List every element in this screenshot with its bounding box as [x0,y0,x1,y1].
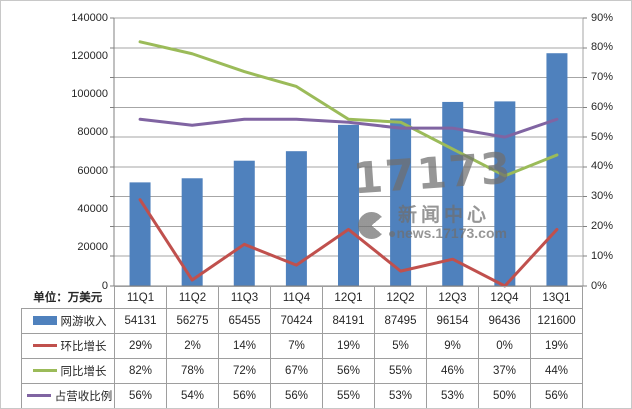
legend-label-text: 环比增长 [60,341,107,353]
value-cell-占营收比例-11Q2: 54% [166,383,219,408]
value-cell-环比增长-12Q2: 5% [374,333,427,359]
table-row: 环比增长 29% 2% 14% 7% 19% 5% 9% 0% 19% [21,333,583,359]
value-cell-环比增长-12Q1: 19% [322,333,375,359]
y-right-tick-label: 70% [591,71,614,84]
value-cell-网游收入-11Q1: 54131 [114,308,167,334]
value-cell-环比增长-11Q3: 14% [218,333,271,359]
value-cell-环比增长-13Q1: 19% [530,333,583,359]
line-环比增长 [138,198,559,288]
bar-legend-swatch [32,316,57,326]
line-legend-swatch [32,369,57,373]
y-left-tick-label: 80000 [77,126,108,139]
value-cell-占营收比例-11Q1: 56% [114,383,167,408]
y-right-tick-label: 90% [591,11,614,24]
legend-label-网游收入: 网游收入 [21,308,115,334]
line-同比增长 [138,40,559,178]
y-right-tick-label: 80% [591,41,614,54]
value-cell-占营收比例-13Q1: 56% [530,383,583,408]
bar-12Q1 [338,124,359,286]
chart-data-table: 单位：万美元 11Q1 11Q2 11Q3 11Q4 12Q1 12Q2 12Q3 12Q4 13… [21,286,583,408]
category-header-11Q1: 11Q1 [114,286,167,309]
value-cell-同比增长-12Q4: 37% [478,358,531,384]
value-cell-占营收比例-12Q3: 53% [426,383,479,408]
value-cell-环比增长-12Q4: 0% [478,333,531,359]
value-cell-网游收入-12Q2: 87495 [374,308,427,334]
value-cell-同比增长-11Q4: 67% [270,358,323,384]
bar-11Q2 [181,178,203,286]
category-header-12Q1: 12Q1 [322,286,375,309]
y-right-tick-label: 50% [591,130,614,143]
value-cell-占营收比例-11Q4: 56% [270,383,323,408]
value-cell-网游收入-13Q1: 121600 [530,308,583,334]
bar-11Q3 [233,160,255,286]
category-header-12Q3: 12Q3 [426,286,479,309]
value-cell-同比增长-12Q3: 46% [426,358,479,384]
bar-11Q4 [285,151,307,286]
y-left-tick-label: 0 [101,279,108,292]
value-cell-同比增长-12Q2: 55% [374,358,427,384]
category-header-11Q4: 11Q4 [270,286,323,309]
y-right-tick-label: 10% [591,249,614,262]
bar-13Q1 [546,53,568,287]
value-cell-占营收比例-12Q4: 50% [478,383,531,408]
value-cell-占营收比例-12Q2: 53% [374,383,427,408]
bar-11Q1 [129,182,151,286]
value-cell-环比增长-12Q3: 9% [426,333,479,359]
table-row: 同比增长 82% 78% 72% 67% 56% 55% 46% 37% 44% [21,358,583,384]
legend-label-text: 网游收入 [60,316,107,328]
y-left-tick-label: 120000 [71,49,108,62]
line-占营收比例 [138,117,559,139]
y-left-tick-label: 20000 [77,241,108,254]
category-header-12Q2: 12Q2 [374,286,427,309]
line-legend-swatch [32,344,57,348]
table-row: 网游收入 54131 56275 65455 70424 84191 87495 96154 9… [21,308,583,334]
value-cell-环比增长-11Q2: 2% [166,333,219,359]
line-legend-swatch [26,394,51,398]
value-cell-同比增长-12Q1: 56% [322,358,375,384]
y-right-tick-label: 40% [591,160,614,173]
y-left-tick-label: 100000 [71,88,108,101]
value-cell-占营收比例-11Q3: 56% [218,383,271,408]
y-right-tick-label: 60% [591,100,614,113]
category-header-11Q3: 11Q3 [218,286,271,309]
value-cell-同比增长-11Q1: 82% [114,358,167,384]
category-header-13Q1: 13Q1 [530,286,583,309]
value-cell-网游收入-12Q1: 84191 [322,308,375,334]
value-cell-网游收入-11Q2: 56275 [166,308,219,334]
bar-12Q4 [494,101,516,286]
bar-12Q2 [390,118,412,286]
y-left-tick-label: 40000 [77,202,108,215]
value-cell-同比增长-13Q1: 44% [530,358,583,384]
value-cell-环比增长-11Q1: 29% [114,333,167,359]
y-left-tick-label: 60000 [77,164,108,177]
value-cell-占营收比例-12Q1: 55% [322,383,375,408]
legend-label-text: 占营收比例 [54,391,113,403]
y-right-tick-label: 0% [591,279,607,292]
legend-label-同比增长: 同比增长 [21,358,115,384]
category-header-11Q2: 11Q2 [166,286,219,309]
value-cell-网游收入-12Q4: 96436 [478,308,531,334]
value-cell-同比增长-11Q2: 78% [166,358,219,384]
category-header-12Q4: 12Q4 [478,286,531,309]
value-cell-环比增长-11Q4: 7% [270,333,323,359]
table-row: 占营收比例 56% 54% 56% 56% 55% 53% 53% 50% 56% [21,383,583,408]
value-cell-网游收入-11Q4: 70424 [270,308,323,334]
y-right-tick-label: 20% [591,219,614,232]
value-cell-网游收入-11Q3: 65455 [218,308,271,334]
legend-label-text: 同比增长 [60,366,107,378]
y-right-tick-label: 30% [591,190,614,203]
value-cell-同比增长-11Q3: 72% [218,358,271,384]
value-cell-网游收入-12Q3: 96154 [426,308,479,334]
legend-label-占营收比例: 占营收比例 [21,383,115,408]
y-left-tick-label: 140000 [71,11,108,24]
unit-label: 单位：万美元 [21,286,115,309]
legend-label-环比增长: 环比增长 [21,333,115,359]
